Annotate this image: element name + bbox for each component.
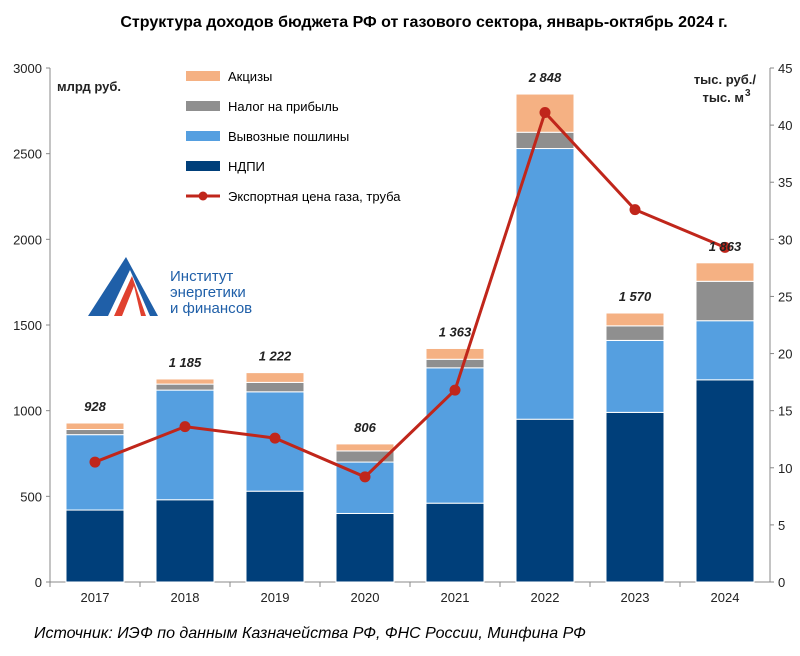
legend-label: Экспортная цена газа, труба <box>228 189 401 204</box>
price-point <box>449 384 461 396</box>
bar-segment <box>65 434 125 511</box>
right-tick-label: 10 <box>778 461 792 476</box>
legend-marker <box>198 191 208 201</box>
price-point <box>179 421 191 433</box>
total-label: 1 185 <box>169 355 202 370</box>
x-tick-label: 2023 <box>621 590 650 605</box>
bar-segment <box>155 389 215 501</box>
right-tick-label: 40 <box>778 118 792 133</box>
logo-line-1: Институт <box>170 268 233 285</box>
bar-segment <box>155 383 215 391</box>
bar-segment <box>425 347 485 360</box>
price-line-path <box>94 109 726 479</box>
bar-segment <box>155 378 215 385</box>
logo-line-2: энергетики <box>170 284 246 301</box>
bar-segment <box>335 461 395 514</box>
price-point <box>89 456 101 468</box>
legend-swatch <box>186 161 220 171</box>
logo-line-3: и финансов <box>170 300 252 317</box>
bar-segment <box>65 422 125 431</box>
total-label: 806 <box>354 420 376 435</box>
x-tick-label: 2021 <box>441 590 470 605</box>
right-tick-label: 15 <box>778 404 792 419</box>
right-tick-label: 0 <box>778 575 785 590</box>
legend-swatch <box>186 71 220 81</box>
bar-segment <box>155 499 215 583</box>
right-axis-unit-line1: тыс. руб./ <box>694 72 757 87</box>
total-label: 1 363 <box>439 324 472 339</box>
legend-label: Налог на прибыль <box>228 99 339 114</box>
left-tick-label: 2500 <box>13 147 42 162</box>
left-tick-label: 500 <box>20 489 42 504</box>
legend-swatch <box>186 131 220 141</box>
total-label: 1 570 <box>619 289 652 304</box>
total-label: 2 848 <box>528 70 562 85</box>
chart-title: Структура доходов бюджета РФ от газового… <box>120 14 727 31</box>
left-axis-unit: млрд руб. <box>57 79 121 94</box>
bar-segment <box>65 429 125 436</box>
left-tick-label: 1500 <box>13 318 42 333</box>
total-label: 928 <box>84 399 106 414</box>
legend-label: НДПИ <box>228 159 265 174</box>
legend-label: Акцизы <box>228 69 272 84</box>
right-tick-label: 45 <box>778 61 792 76</box>
bar-segment <box>605 339 665 413</box>
bar-segment <box>695 262 755 282</box>
bar-segment <box>65 509 125 583</box>
total-label: 1 222 <box>259 349 292 364</box>
legend: Акцизы Налог на прибыль Вывозные пошлины НД… <box>186 69 401 204</box>
price-point <box>719 241 731 253</box>
bar-segment <box>425 502 485 583</box>
right-tick-label: 30 <box>778 232 792 247</box>
x-tick-label: 2024 <box>711 590 740 605</box>
price-point <box>359 471 371 483</box>
price-point <box>539 107 551 119</box>
logo-inner-stripe-icon <box>122 286 141 316</box>
bar-segment <box>695 320 755 381</box>
left-tick-label: 0 <box>35 575 42 590</box>
bar-segment <box>515 148 575 420</box>
source-note: Источник: ИЭФ по данным Казначейства РФ,… <box>34 625 586 642</box>
bar-segment <box>335 512 395 583</box>
x-tick-label: 2019 <box>261 590 290 605</box>
bar-segment <box>695 280 755 322</box>
total-labels: 928 1 185 1 222 806 1 363 2 848 1 570 1 863 <box>84 70 742 435</box>
right-tick-label: 25 <box>778 289 792 304</box>
right-tick-label: 20 <box>778 347 792 362</box>
price-point <box>269 432 281 444</box>
total-label: 1 863 <box>709 239 742 254</box>
x-tick-label: 2020 <box>351 590 380 605</box>
price-point <box>629 204 641 216</box>
legend-label: Вывозные пошлины <box>228 129 349 144</box>
axes: 0 500 1000 1500 2000 2500 3000 0 5 10 15 20 25 30 35 40… <box>13 61 792 605</box>
price-line <box>89 107 731 483</box>
left-tick-label: 1000 <box>13 404 42 419</box>
logo: Институт энергетики и финансов <box>88 257 252 317</box>
right-tick-label: 35 <box>778 175 792 190</box>
x-tick-label: 2017 <box>81 590 110 605</box>
bar-segment <box>605 411 665 583</box>
bar-segment <box>695 379 755 583</box>
bar-segment <box>515 418 575 583</box>
bar-segment <box>245 381 305 393</box>
right-axis-unit-line2: тыс. м <box>702 90 744 105</box>
left-tick-label: 3000 <box>13 61 42 76</box>
left-tick-label: 2000 <box>13 232 42 247</box>
x-tick-label: 2018 <box>171 590 200 605</box>
right-tick-label: 5 <box>778 518 785 533</box>
bar-segment <box>425 358 485 369</box>
bar-segment <box>245 490 305 583</box>
right-axis-unit-superscript: 3 <box>745 88 751 99</box>
bar-segment <box>245 372 305 383</box>
bar-segment <box>605 312 665 327</box>
legend-swatch <box>186 101 220 111</box>
bar-segment <box>335 443 395 452</box>
bars <box>65 93 755 583</box>
x-tick-label: 2022 <box>531 590 560 605</box>
bar-segment <box>605 325 665 341</box>
